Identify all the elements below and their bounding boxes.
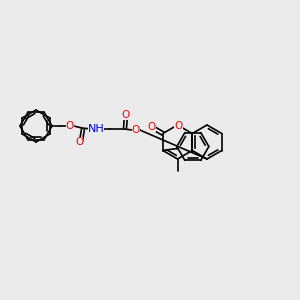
- Text: O: O: [122, 110, 130, 120]
- Text: NH: NH: [88, 124, 104, 134]
- Text: O: O: [132, 125, 140, 135]
- Text: O: O: [75, 137, 83, 147]
- Text: O: O: [66, 121, 74, 131]
- Text: O: O: [174, 121, 183, 131]
- Text: O: O: [147, 122, 156, 132]
